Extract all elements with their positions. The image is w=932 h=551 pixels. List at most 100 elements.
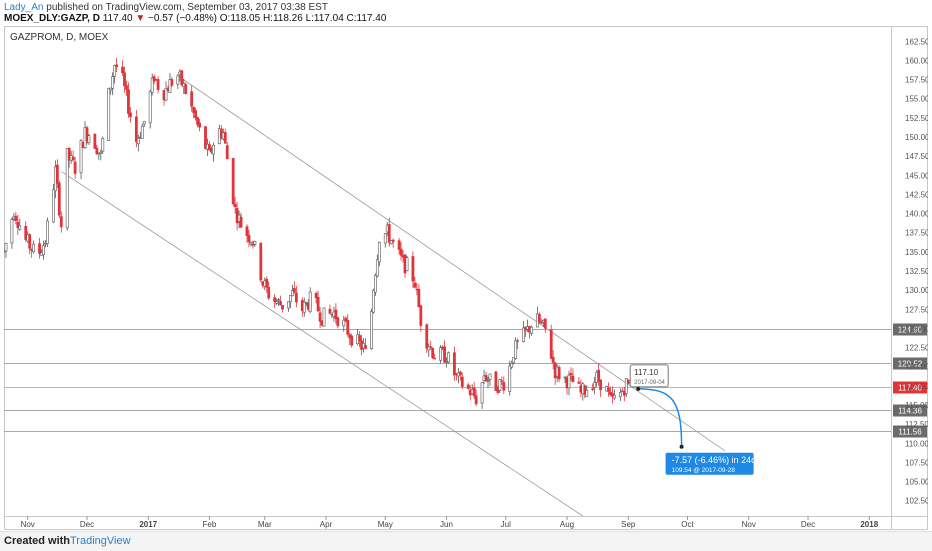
candle-body — [484, 375, 488, 382]
candle-body — [551, 356, 555, 363]
y-tick-label: 125.00 — [905, 324, 928, 333]
candle-body — [32, 243, 36, 253]
y-tick-label: 162.50 — [905, 37, 928, 46]
x-tick-label: Sep — [621, 520, 636, 529]
candle-body — [411, 256, 415, 282]
level-price-label: 120.52 — [898, 360, 923, 369]
candle-body — [328, 308, 332, 314]
candle-body — [294, 292, 298, 303]
candle-body — [399, 248, 403, 256]
candle-body — [322, 307, 326, 327]
candle-body — [95, 147, 99, 155]
candle-body — [334, 309, 338, 320]
x-tick-label: Mar — [258, 520, 272, 529]
candle-body — [192, 107, 196, 113]
level-price-label: 114.36 — [898, 407, 922, 416]
candle-body — [10, 219, 14, 244]
candle-body — [372, 290, 375, 313]
candle-body — [57, 182, 61, 216]
candle-body — [427, 346, 431, 351]
candle-body — [107, 88, 111, 141]
candle-body — [65, 148, 69, 229]
candle-body — [364, 345, 367, 349]
candle-body — [413, 282, 417, 288]
candle-body — [557, 366, 561, 380]
candle-body — [291, 290, 294, 297]
candle-body — [494, 371, 498, 391]
candle-body — [4, 243, 8, 252]
candle-body — [249, 242, 253, 245]
candle-body — [530, 326, 533, 334]
candlestick-chart[interactable]: GAZPROM, D, MOEX 124.90 120.52 117.40 114.3… — [2, 26, 930, 530]
trend-channel-line — [177, 75, 726, 452]
candle-body — [585, 390, 589, 397]
candle-body — [496, 388, 500, 393]
candle-body — [239, 217, 243, 228]
candle-body — [225, 145, 229, 160]
y-tick-label: 160.00 — [905, 56, 928, 65]
candle-body — [472, 387, 476, 397]
candle-body — [231, 158, 235, 205]
candle-body — [537, 314, 541, 323]
price-callout-box — [629, 364, 669, 388]
candle-body — [28, 234, 32, 249]
chart-frame — [4, 26, 928, 530]
candle-body — [342, 319, 346, 327]
high-label: H: — [262, 13, 273, 24]
candle-body — [170, 79, 174, 86]
candle-body — [431, 347, 435, 359]
candle-body — [87, 135, 91, 144]
candle-body — [281, 305, 284, 310]
projection-start-point — [636, 386, 641, 391]
candle-body — [375, 259, 379, 277]
chart-area[interactable]: GAZPROM, D, MOEX 124.90 120.52 117.40 114.3… — [2, 26, 930, 530]
x-tick-label: Jul — [501, 520, 511, 529]
author-link[interactable]: Lady_An — [4, 2, 44, 13]
candle-body — [73, 161, 77, 174]
close-label: C: — [346, 13, 357, 24]
candle-body — [279, 301, 282, 306]
candle-body — [38, 243, 41, 254]
candle-body — [417, 288, 421, 308]
level-price-tag — [893, 381, 927, 394]
chart-header: Lady_An published on TradingView.com, Se… — [0, 0, 932, 26]
y-tick-label: 105.00 — [905, 478, 928, 487]
candle-body — [67, 147, 71, 161]
candle-body — [460, 376, 464, 387]
tradingview-brand[interactable]: TradingView — [70, 535, 131, 547]
candle-body — [208, 144, 211, 151]
candle-body — [164, 87, 168, 101]
y-tick-label: 130.00 — [905, 286, 928, 295]
candle-body — [567, 374, 571, 389]
candle-body — [59, 216, 63, 228]
x-tick-label: 2018 — [860, 520, 878, 529]
x-tick-label: Apr — [320, 520, 333, 529]
candle-body — [387, 224, 391, 243]
candle-body — [344, 317, 348, 322]
candle-body — [607, 387, 610, 392]
y-tick-label: 150.00 — [905, 133, 928, 142]
candle-body — [318, 312, 322, 322]
candle-body — [292, 288, 296, 293]
projection-target-label: 109.54 @ 2017-09-28 — [672, 467, 736, 474]
level-price-tag — [893, 404, 927, 417]
candle-body — [233, 203, 237, 208]
open-label: O: — [219, 13, 231, 24]
candle-body — [370, 311, 373, 349]
candle-body — [127, 89, 130, 114]
candle-body — [79, 140, 83, 174]
candle-body — [591, 388, 595, 390]
candle-body — [474, 395, 478, 405]
published-text: published on TradingView.com, September … — [46, 2, 328, 13]
candle-body — [314, 292, 318, 299]
candle-body — [514, 340, 518, 359]
candle-body — [516, 340, 520, 342]
candle-body — [168, 79, 172, 93]
chart-title: GAZPROM, D, MOEX — [10, 32, 109, 43]
candle-body — [273, 297, 277, 302]
candle-body — [377, 241, 381, 263]
candle-body — [593, 382, 597, 388]
close-value: 117.40 — [356, 13, 387, 24]
last-price: 117.40 — [102, 13, 133, 24]
candle-body — [51, 189, 55, 223]
